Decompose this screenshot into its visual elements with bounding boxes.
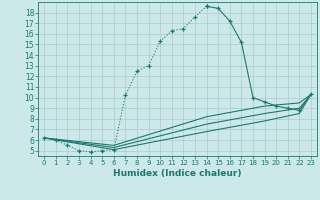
X-axis label: Humidex (Indice chaleur): Humidex (Indice chaleur): [113, 169, 242, 178]
